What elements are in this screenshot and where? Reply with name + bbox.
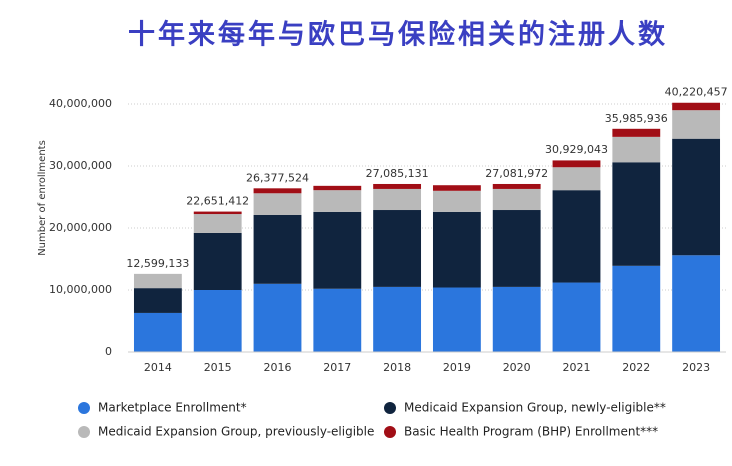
x-tick-label: 2019 xyxy=(443,361,471,374)
bar-segment xyxy=(133,273,182,289)
x-tick-label: 2022 xyxy=(622,361,650,374)
legend-marker xyxy=(78,426,90,438)
legend-label: Medicaid Expansion Group, previously-eli… xyxy=(98,425,374,439)
bar-segment xyxy=(672,138,721,256)
x-tick-label: 2020 xyxy=(503,361,531,374)
bar-segment xyxy=(672,102,721,111)
x-tick-label: 2017 xyxy=(323,361,351,374)
bar-segment xyxy=(492,183,541,189)
bar-segment xyxy=(313,288,362,352)
bar-segment xyxy=(552,190,601,283)
bar-segment xyxy=(612,128,661,137)
legend-label: Marketplace Enrollment* xyxy=(98,401,247,415)
bar-segment xyxy=(193,232,242,290)
bar-segment xyxy=(373,210,422,287)
bar-segment xyxy=(133,288,182,313)
bar-segment xyxy=(492,210,541,287)
bar-segment xyxy=(552,167,601,191)
total-label: 22,651,412 xyxy=(186,195,249,208)
bar-segment xyxy=(373,183,422,189)
bar-segment xyxy=(133,312,182,352)
x-tick-label: 2014 xyxy=(144,361,172,374)
bar-segment xyxy=(253,188,302,194)
x-tick-label: 2016 xyxy=(264,361,292,374)
y-tick-label: 30,000,000 xyxy=(49,159,112,172)
bar-segment xyxy=(193,290,242,352)
x-tick-label: 2023 xyxy=(682,361,710,374)
bar-segment xyxy=(373,188,422,211)
legend-marker xyxy=(384,402,396,414)
bar-segment xyxy=(552,282,601,352)
bar-segment xyxy=(432,185,481,191)
bar-segment xyxy=(432,287,481,352)
bar-segment xyxy=(313,190,362,212)
total-label: 35,985,936 xyxy=(605,112,668,125)
y-tick-label: 40,000,000 xyxy=(49,97,112,110)
bar-segment xyxy=(672,110,721,139)
legend-label: Basic Health Program (BHP) Enrollment*** xyxy=(404,425,658,439)
total-label: 26,377,524 xyxy=(246,171,309,184)
bar-segment xyxy=(193,214,242,233)
total-label: 40,220,457 xyxy=(665,86,728,99)
bar-segment xyxy=(253,193,302,215)
y-tick-label: 20,000,000 xyxy=(49,221,112,234)
bar-segment xyxy=(193,211,242,215)
y-tick-label: 10,000,000 xyxy=(49,283,112,296)
x-tick-label: 2018 xyxy=(383,361,411,374)
chart-title: 十年来每年与欧巴马保险相关的注册人数 xyxy=(128,19,668,51)
total-label: 12,599,133 xyxy=(126,257,189,270)
legend-marker xyxy=(384,426,396,438)
x-tick-label: 2015 xyxy=(204,361,232,374)
total-label: 27,085,131 xyxy=(366,167,429,180)
bar-segment xyxy=(313,185,362,191)
bar-segment xyxy=(672,255,721,352)
bar-segment xyxy=(253,214,302,284)
bar-segment xyxy=(313,211,362,289)
total-label: 27,081,972 xyxy=(485,167,548,180)
legend-marker xyxy=(78,402,90,414)
legend-label: Medicaid Expansion Group, newly-eligible… xyxy=(404,401,666,415)
bar-segment xyxy=(432,190,481,212)
bar-segment xyxy=(612,265,661,352)
y-tick-label: 0 xyxy=(105,345,112,358)
y-axis-label: Number of enrollments xyxy=(37,140,48,256)
bar-segment xyxy=(373,286,422,352)
bar-segment xyxy=(492,286,541,352)
bar-segment xyxy=(492,188,541,211)
bar-segment xyxy=(612,162,661,266)
bar-segment xyxy=(432,211,481,288)
bar-segment xyxy=(612,136,661,163)
total-label: 30,929,043 xyxy=(545,143,608,156)
bar-segment xyxy=(552,160,601,168)
x-tick-label: 2021 xyxy=(563,361,591,374)
bar-segment xyxy=(253,283,302,352)
